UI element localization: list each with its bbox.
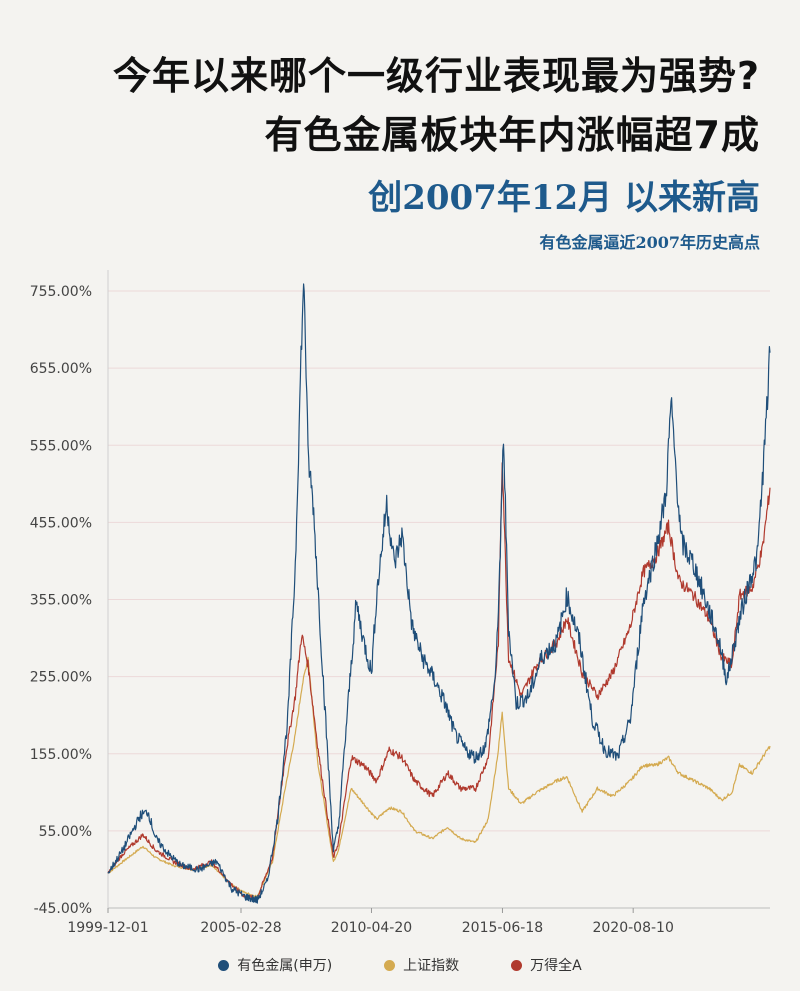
legend-item-nonferrous[interactable]: 有色金属(申万) [218,955,332,975]
x-tick-label: 2020-08-10 [592,920,673,936]
series-lines [107,283,771,904]
series-line-sse [107,656,771,898]
legend-swatch-nonferrous [218,959,230,971]
series-line-wind-all-a [107,462,771,900]
x-tick-label: 2010-04-20 [331,920,412,936]
y-tick-label: 755.00% [30,284,92,300]
y-tick-label: 355.00% [30,593,92,609]
chart-title-line-2: 有色金属板块年内涨幅超7成 [264,113,760,157]
x-tick-label: 1999-12-01 [67,920,148,936]
line-chart: 755.00% 655.00% 555.00% 455.00% 355.00% 255.0… [30,270,771,936]
legend-swatch-wind-all-a [511,959,523,971]
legend-label-nonferrous: 有色金属(申万) [237,958,333,974]
chart-caption: 有色金属逼近2007年历史高点 [539,233,760,252]
legend-item-wind-all-a[interactable]: 万得全A [511,955,582,975]
chart-subtitle: 创2007年12月 以来新高 [368,178,760,218]
legend-item-sse[interactable]: 上证指数 [384,955,459,975]
legend-swatch-sse [384,959,396,971]
y-tick-label: 255.00% [30,670,92,686]
y-tick-label: 455.00% [30,515,92,531]
y-tick-label: -45.00% [34,901,92,917]
y-tick-label: 655.00% [30,361,92,377]
legend-label-sse: 上证指数 [403,958,460,974]
chart-title-line-1: 今年以来哪个一级行业表现最为强势? [112,54,760,98]
series-line-nonferrous [107,283,771,904]
chart-legend: 有色金属(申万) 上证指数 万得全A [0,955,800,975]
legend-label-wind-all-a: 万得全A [530,958,582,974]
axes: 755.00% 655.00% 555.00% 455.00% 355.00% 255.0… [30,270,674,936]
y-tick-label: 155.00% [30,747,92,763]
y-tick-label: 55.00% [39,824,92,840]
x-tick-label: 2015-06-18 [462,920,543,936]
grid-lines [108,290,770,909]
x-tick-label: 2005-02-28 [200,920,281,936]
y-tick-label: 555.00% [30,438,92,454]
